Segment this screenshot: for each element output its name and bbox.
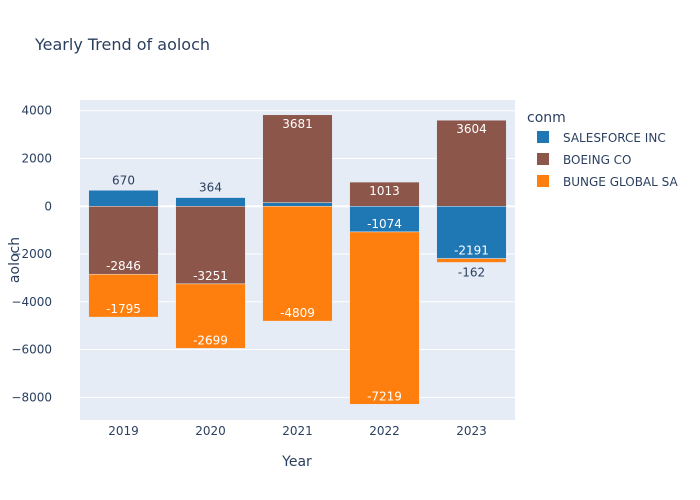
legend-title: conm — [527, 110, 566, 126]
bar[interactable] — [349, 181, 420, 207]
y-tick-label: −6000 — [11, 343, 52, 357]
bar-value-label: -2699 — [193, 333, 228, 347]
x-tick-label: 2019 — [108, 424, 139, 438]
bar-value-label: 670 — [112, 173, 135, 187]
legend-item[interactable]: BUNGE GLOBAL SA — [537, 175, 678, 189]
y-tick-label: −4000 — [11, 295, 52, 309]
bar-value-label: -162 — [458, 265, 485, 279]
x-tick-label: 2021 — [282, 424, 313, 438]
bar[interactable] — [349, 231, 420, 405]
y-axis-label: aoloch — [7, 237, 23, 283]
bar[interactable] — [262, 114, 333, 203]
y-tick-label: 2000 — [21, 152, 52, 166]
bar-value-label: 3604 — [456, 122, 487, 136]
bar-value-label: -2191 — [454, 244, 489, 258]
bar-labels: 670 364 -1074 -2191 -2846 -3251 3681 1013 3604 -1… — [106, 117, 489, 404]
legend[interactable]: conm SALESFORCE INC BOEING CO BUNGE GLOBAL… — [527, 110, 678, 189]
bar[interactable] — [175, 283, 246, 349]
bar[interactable] — [88, 190, 159, 207]
bar-value-label: -2846 — [106, 259, 141, 273]
bar-value-label: -1074 — [367, 217, 402, 231]
bar-value-label: -3251 — [193, 269, 228, 283]
legend-label: SALESFORCE INC — [563, 131, 666, 145]
legend-item[interactable]: SALESFORCE INC — [537, 131, 666, 145]
x-axis-label: Year — [281, 454, 312, 470]
chart-title: Yearly Trend of aoloch — [34, 35, 210, 54]
bar[interactable] — [175, 197, 246, 207]
y-tick-label: 0 — [44, 199, 52, 213]
x-tick-label: 2020 — [195, 424, 226, 438]
y-tick-label: −2000 — [11, 247, 52, 261]
x-tick-labels: 2019 2020 2021 2022 2023 — [108, 424, 487, 438]
x-tick-label: 2022 — [369, 424, 400, 438]
bar-value-label: -4809 — [280, 306, 315, 320]
legend-swatch — [537, 131, 549, 143]
bar[interactable] — [436, 258, 507, 263]
bar[interactable] — [88, 206, 159, 275]
bar[interactable] — [436, 119, 507, 207]
bar-value-label: -7219 — [367, 389, 402, 403]
legend-swatch — [537, 153, 549, 165]
bar-value-label: 364 — [199, 181, 222, 195]
legend-label: BUNGE GLOBAL SA — [563, 175, 678, 189]
bar-value-label: -1795 — [106, 302, 141, 316]
bar[interactable] — [262, 206, 333, 322]
y-tick-label: −8000 — [11, 390, 52, 404]
bar-value-label: 3681 — [282, 117, 313, 131]
bar-value-label: 1013 — [369, 184, 400, 198]
x-tick-label: 2023 — [456, 424, 487, 438]
legend-swatch — [537, 175, 549, 187]
y-tick-label: 4000 — [21, 104, 52, 118]
legend-label: BOEING CO — [563, 153, 632, 167]
bar[interactable] — [88, 273, 159, 318]
legend-item[interactable]: BOEING CO — [537, 153, 632, 167]
bar[interactable] — [436, 206, 507, 259]
bar[interactable] — [175, 206, 246, 285]
y-tick-labels: 4000 2000 0 −2000 −4000 −6000 −8000 — [11, 104, 52, 405]
bar[interactable] — [262, 202, 333, 207]
bars — [88, 114, 507, 405]
